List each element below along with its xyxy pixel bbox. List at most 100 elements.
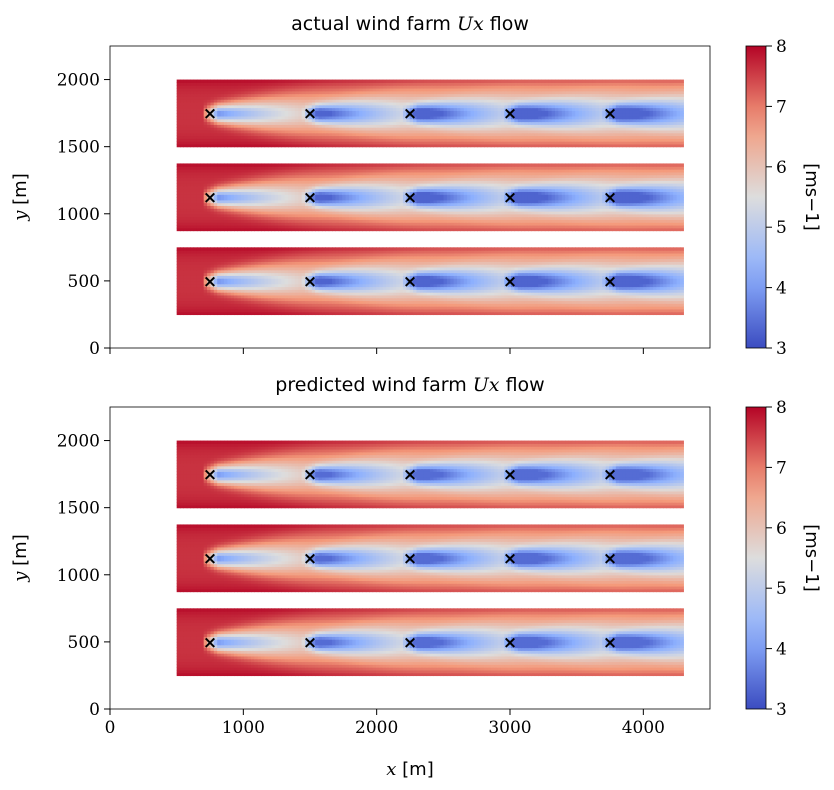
flow-cell	[261, 124, 266, 128]
flow-cell	[500, 115, 505, 120]
flow-cell	[646, 104, 651, 109]
flow-cell	[433, 87, 438, 92]
flow-cell	[193, 93, 198, 97]
flow-cell	[311, 90, 316, 95]
flow-cell	[487, 107, 492, 111]
flow-cell	[311, 135, 316, 139]
flow-cell	[467, 143, 472, 148]
flow-cell	[521, 143, 526, 148]
flow-cell	[186, 107, 191, 111]
flow-cell	[196, 132, 201, 137]
flow-cell	[210, 110, 215, 114]
flow-cell	[348, 113, 353, 117]
flow-cell	[561, 110, 566, 114]
flow-cell	[507, 113, 512, 117]
flow-cell	[237, 110, 242, 114]
flow-cell	[342, 110, 347, 114]
flow-cell	[554, 101, 559, 106]
flow-cell	[602, 135, 607, 139]
flow-cell	[629, 141, 634, 145]
flow-cell	[446, 101, 451, 106]
flow-cell	[416, 110, 421, 114]
flow-cell	[430, 118, 434, 123]
flow-cell	[308, 127, 313, 131]
flow-cell	[646, 118, 651, 123]
flow-cell	[507, 127, 512, 131]
flow-cell	[490, 118, 495, 123]
flow-cell	[392, 121, 397, 125]
flow-cell	[436, 118, 441, 123]
flow-cell	[406, 129, 411, 134]
flow-cell	[237, 143, 242, 148]
flow-cell	[433, 138, 438, 142]
flow-cell	[359, 101, 364, 106]
flow-cell	[332, 129, 337, 134]
flow-cell	[632, 99, 637, 103]
flow-cell	[467, 138, 472, 142]
flow-cell	[477, 124, 482, 128]
flow-cell	[250, 96, 255, 100]
flow-cell	[365, 138, 370, 142]
flow-cell	[183, 90, 188, 95]
flow-cell	[284, 104, 289, 109]
flow-cell	[453, 99, 458, 103]
flow-cell	[382, 93, 387, 97]
flow-cell	[409, 96, 414, 100]
flow-cell	[318, 113, 323, 117]
flow-cell	[220, 141, 225, 145]
flow-cell	[622, 99, 627, 103]
flow-cell	[588, 90, 593, 95]
flow-cell	[308, 107, 313, 111]
flow-cell	[284, 121, 289, 125]
flow-cell	[673, 143, 678, 148]
flow-cell	[565, 143, 570, 148]
flow-cell	[413, 107, 418, 111]
flow-cell	[615, 132, 620, 137]
flow-cell	[318, 87, 323, 92]
flow-cell	[538, 124, 543, 128]
flow-cell	[534, 124, 539, 128]
flow-cell	[186, 99, 191, 103]
flow-cell	[196, 99, 201, 103]
flow-cell	[582, 132, 586, 137]
flow-cell	[527, 127, 532, 131]
flow-cell	[538, 115, 543, 120]
flow-cell	[636, 96, 641, 100]
flow-cell	[484, 138, 489, 142]
flow-cell	[267, 87, 272, 92]
flow-cell	[612, 121, 617, 125]
flow-cell	[497, 110, 502, 114]
turbine-marker: ×	[503, 104, 517, 124]
flow-cell	[207, 118, 212, 123]
flow-cell	[676, 129, 681, 134]
flow-cell	[298, 129, 303, 134]
flow-cell	[544, 96, 549, 100]
flow-cell	[203, 107, 208, 111]
flow-cell	[588, 141, 593, 145]
flow-cell	[386, 107, 391, 111]
flow-cell	[234, 121, 239, 125]
flow-cell	[534, 96, 539, 100]
flow-cell	[494, 118, 499, 123]
flow-cell	[352, 124, 357, 128]
flow-cell	[568, 104, 573, 109]
flow-cell	[679, 143, 684, 148]
flow-cell	[244, 113, 249, 117]
flow-cell	[636, 99, 641, 103]
flow-cell	[531, 138, 536, 142]
flow-cell	[335, 143, 340, 148]
flow-cell	[335, 135, 340, 139]
flow-cell	[571, 93, 576, 97]
flow-cell	[541, 90, 546, 95]
flow-cell	[446, 113, 451, 117]
flow-cell	[440, 107, 445, 111]
flow-cell	[433, 93, 438, 97]
flow-cell	[554, 99, 559, 103]
flow-cell	[544, 121, 549, 125]
flow-cell	[227, 101, 232, 106]
flow-cell	[220, 138, 225, 142]
flow-cell	[534, 87, 539, 92]
flow-cell	[511, 87, 516, 92]
flow-cell	[629, 107, 634, 111]
flow-cell	[642, 121, 647, 125]
